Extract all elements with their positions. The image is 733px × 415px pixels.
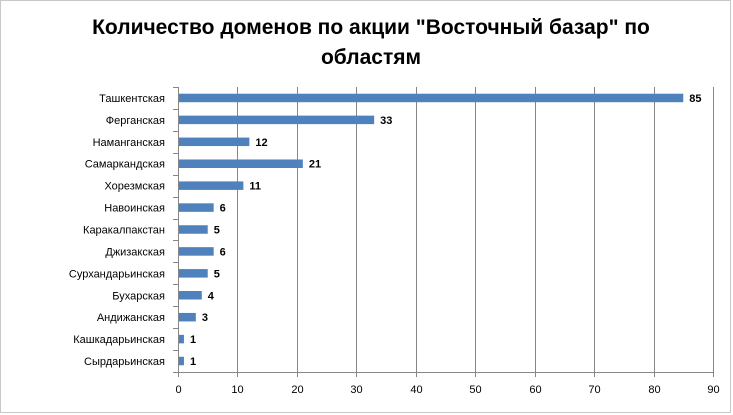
category-label: Ташкентская [99,93,165,105]
category-label: Сырдарьинская [84,356,165,368]
bar [179,137,250,147]
labels: 0 10 20 30 40 50 60 70 80 90 Ташкентская 85 Ферганск… [69,93,720,396]
x-tick-label: 70 [588,384,600,396]
category-label: Самаркандская [85,159,165,171]
bar [179,159,303,168]
data-label: 21 [309,159,321,171]
data-label: 6 [220,203,226,215]
gridlines [237,87,714,372]
category-label: Навоинская [104,203,165,215]
x-tick-label: 10 [231,384,243,396]
x-tick-label: 0 [175,384,181,396]
bar [179,312,196,322]
x-tick-label: 60 [529,384,541,396]
data-label: 12 [255,137,267,149]
data-label: 3 [202,312,208,324]
data-label: 5 [214,268,220,280]
category-label: Ферганская [106,115,165,127]
bars [179,93,684,366]
category-label: Кашкадарьинская [73,334,165,346]
bar [179,181,244,190]
x-tick-label: 40 [410,384,422,396]
data-label: 1 [190,334,196,346]
x-tick-label: 90 [707,384,719,396]
x-tick-label: 20 [291,384,303,396]
bar [179,93,684,103]
data-label: 1 [190,356,196,368]
category-label: Бухарская [112,290,165,302]
data-label: 85 [689,93,701,105]
bar [179,269,208,278]
category-label: Сурхандарьинская [69,268,165,280]
bar [179,203,214,212]
bar [179,334,184,344]
x-tick-label: 50 [469,384,481,396]
data-label: 4 [208,290,215,302]
category-label: Андижанская [97,312,165,324]
bar [179,247,214,256]
bar [179,291,202,300]
bar [179,356,184,366]
category-label: Наманганская [93,137,165,149]
category-label: Хорезмская [104,181,165,193]
bar [179,225,208,234]
data-label: 6 [220,246,226,258]
axes [173,87,714,377]
x-tick-label: 80 [648,384,660,396]
category-label: Джизакская [105,246,165,258]
data-label: 33 [380,115,392,127]
chart-title: Количество доменов по акции "Восточный б… [92,16,650,69]
bar [179,115,375,125]
x-tick-label: 30 [350,384,362,396]
data-label: 11 [249,181,261,193]
data-label: 5 [214,225,220,237]
category-label: Каракалпакстан [83,225,165,237]
